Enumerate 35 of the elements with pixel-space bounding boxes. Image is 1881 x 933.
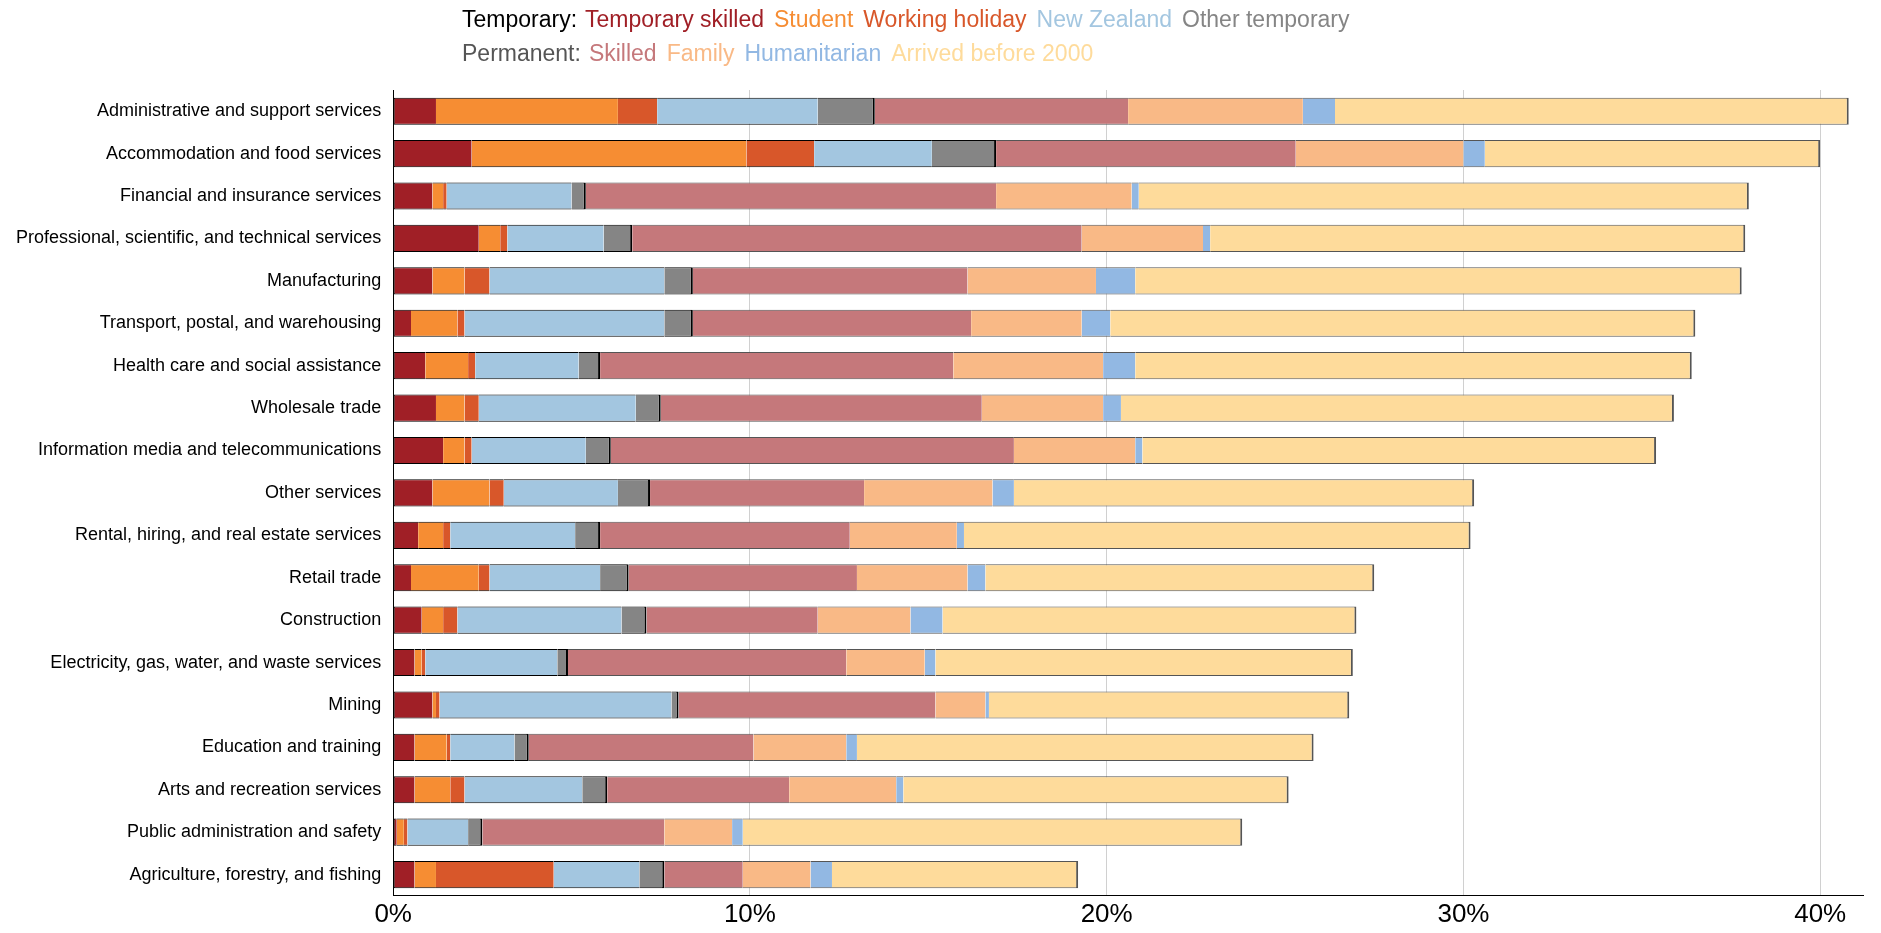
y-tick-label: Professional, scientific, and technical services	[16, 227, 382, 248]
y-tick-label: Manufacturing	[267, 269, 382, 290]
y-tick-label: Education and training	[202, 736, 382, 757]
y-tick-label: Information media and telecommunications	[37, 439, 382, 460]
text: Working holiday	[863, 6, 1027, 32]
text: Student	[774, 6, 854, 32]
x-tick-label: 10%	[723, 897, 776, 928]
y-tick-label: Rental, hiring, and real estate services	[75, 524, 382, 545]
text: Family	[666, 40, 735, 66]
y-tick-label: Electricity, gas, water, and waste services	[50, 651, 382, 672]
text: Humanitarian	[744, 40, 882, 66]
x-tick-label: 0%	[374, 897, 412, 928]
y-tick-label: Health care and social assistance	[113, 354, 382, 375]
x-tick-label: 30%	[1437, 897, 1490, 928]
text: Temporary:	[462, 6, 578, 32]
y-tick-label: Financial and insurance services	[120, 185, 382, 205]
x-tick-label: 20%	[1080, 897, 1133, 928]
y-tick-label: Arts and recreation services	[158, 778, 382, 799]
y-tick-label: Construction	[280, 609, 382, 630]
x-tick-label: 40%	[1794, 897, 1847, 928]
text: Arrived before 2000	[891, 40, 1094, 66]
y-tick-label: Public administration and safety	[127, 821, 382, 842]
y-tick-label: Accommodation and food services	[106, 142, 382, 163]
y-tick-label: Retail trade	[289, 566, 382, 587]
y-tick-label: Agriculture, forestry, and fishing	[129, 863, 382, 884]
text: Other temporary	[1182, 6, 1350, 32]
y-tick-label: Transport, postal, and warehousing	[99, 312, 382, 333]
y-tick-label: Wholesale trade	[251, 397, 382, 418]
y-tick-label: Other services	[265, 481, 382, 502]
text: Temporary skilled	[585, 6, 764, 32]
text: Permanent:	[462, 40, 581, 66]
text: New Zealand	[1036, 6, 1173, 32]
text: Skilled	[588, 40, 657, 66]
y-tick-label: Mining	[328, 693, 382, 714]
y-tick-label: Administrative and support services	[97, 100, 382, 121]
